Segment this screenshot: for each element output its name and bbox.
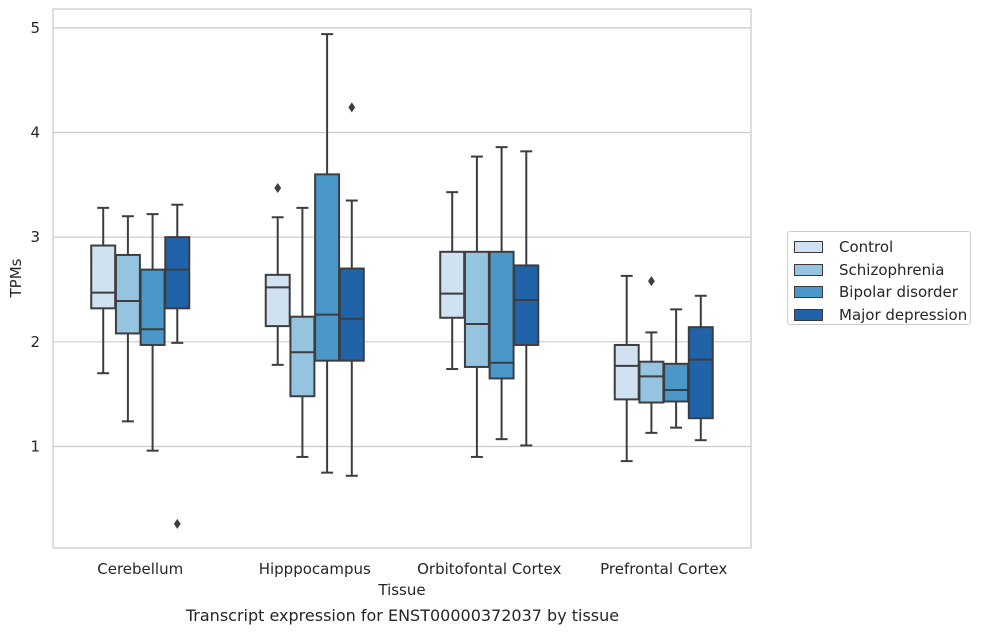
box-schizophrenia-1 xyxy=(289,206,316,458)
box-schizophrenia-0 xyxy=(114,215,141,423)
legend-item-bipolar-disorder: Bipolar disorder xyxy=(792,281,970,304)
legend-swatch-major-depression xyxy=(794,308,823,321)
box-iqr xyxy=(114,253,141,335)
outlier-point xyxy=(274,182,282,193)
box-control-1 xyxy=(264,182,291,366)
box-control-3 xyxy=(613,274,640,463)
box-major-depression-0 xyxy=(164,203,191,529)
chart-caption: Transcript expression for ENST0000037203… xyxy=(185,606,620,625)
box-iqr xyxy=(463,250,490,368)
box-iqr xyxy=(338,267,365,362)
box-bipolar-disorder-2 xyxy=(488,146,515,441)
boxes xyxy=(90,33,714,529)
box-iqr xyxy=(90,244,117,310)
legend-item-control: Control xyxy=(792,236,970,259)
box-schizophrenia-2 xyxy=(463,155,490,458)
y-tick-label: 4 xyxy=(30,123,40,141)
x-tick-label: Prefrontal Cortex xyxy=(600,560,727,578)
box-iqr xyxy=(264,273,291,328)
x-tick-labels: Cerebellum Hipppocampus Orbitofontal Corte… xyxy=(97,560,727,578)
legend-item-major-depression: Major depression xyxy=(792,304,970,327)
x-tick-label: Cerebellum xyxy=(97,560,183,578)
y-tick-label: 3 xyxy=(30,228,40,246)
box-major-depression-2 xyxy=(513,150,540,447)
legend-swatch-bipolar-disorder xyxy=(794,286,823,299)
y-tick-label: 1 xyxy=(30,437,40,455)
box-iqr xyxy=(139,268,166,346)
outlier-point xyxy=(348,102,356,113)
legend-label: Major depression xyxy=(839,305,968,324)
box-iqr xyxy=(687,326,714,420)
legend-item-schizophrenia: Schizophrenia xyxy=(792,259,970,282)
x-tick-label: Hipppocampus xyxy=(259,560,371,578)
box-iqr xyxy=(513,264,540,346)
box-iqr xyxy=(613,343,640,401)
box-bipolar-disorder-0 xyxy=(139,213,166,452)
box-iqr xyxy=(314,173,341,362)
legend-swatch-schizophrenia xyxy=(794,263,823,276)
box-major-depression-1 xyxy=(338,102,365,477)
legend-label: Bipolar disorder xyxy=(839,283,958,302)
outlier-point xyxy=(173,518,181,529)
box-iqr xyxy=(488,250,515,380)
outlier-point xyxy=(648,276,655,287)
y-tick-labels: 1 2 3 4 5 xyxy=(30,19,40,456)
y-axis-label: TPMs xyxy=(7,258,25,298)
box-schizophrenia-3 xyxy=(638,276,665,434)
legend-label: Schizophrenia xyxy=(839,260,945,279)
plot-area-frame xyxy=(52,8,752,549)
box-control-2 xyxy=(439,191,466,371)
legend-swatch-control xyxy=(794,241,823,254)
x-tick-label: Orbitofontal Cortex xyxy=(417,560,561,578)
legend: Control Schizophrenia Bipolar disorder M… xyxy=(787,231,971,325)
box-bipolar-disorder-3 xyxy=(663,308,690,429)
box-bipolar-disorder-1 xyxy=(314,33,341,474)
box-iqr xyxy=(638,360,665,404)
box-iqr xyxy=(164,236,191,310)
x-axis-label: Tissue xyxy=(377,581,425,599)
box-control-0 xyxy=(90,206,117,375)
box-iqr xyxy=(439,250,466,319)
box-iqr xyxy=(289,315,316,398)
box-iqr xyxy=(663,362,690,403)
box-major-depression-3 xyxy=(687,294,714,442)
y-tick-label: 5 xyxy=(30,19,40,37)
y-tick-label: 2 xyxy=(30,333,40,351)
legend-label: Control xyxy=(839,238,894,257)
